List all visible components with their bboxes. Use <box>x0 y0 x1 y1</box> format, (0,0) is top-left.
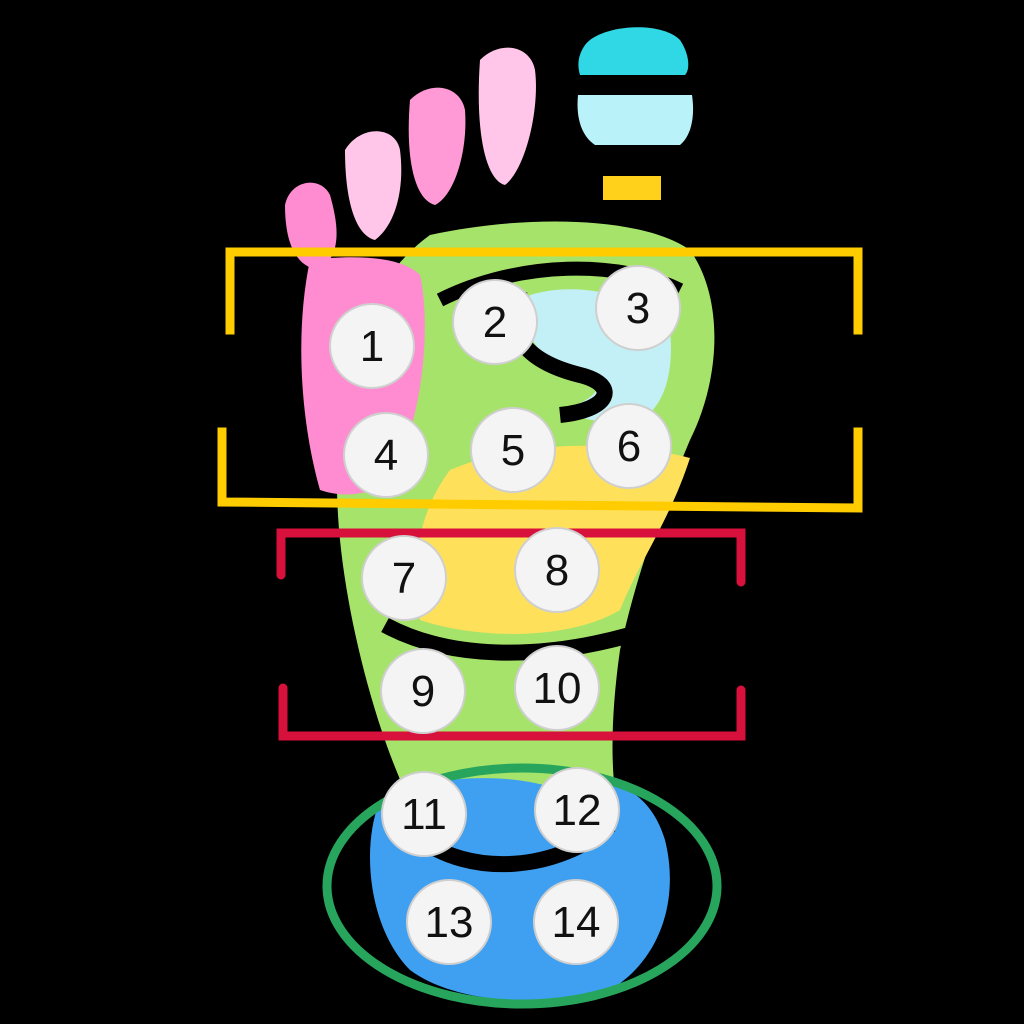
point-marker-7: 7 <box>361 535 447 621</box>
midfoot-lower-line <box>381 617 633 661</box>
point-label: 12 <box>553 786 602 835</box>
point-label: 8 <box>545 546 569 595</box>
point-circle <box>470 407 556 493</box>
point-label: 9 <box>411 667 435 716</box>
point-circle <box>533 879 619 965</box>
point-marker-8: 8 <box>514 527 600 613</box>
point-label: 5 <box>501 426 525 475</box>
point-circle <box>514 645 600 731</box>
point-label: 2 <box>483 298 507 347</box>
point-label: 11 <box>401 790 447 839</box>
point-circle <box>361 535 447 621</box>
point-circle <box>380 648 466 734</box>
point-marker-1: 1 <box>329 303 415 389</box>
point-circle <box>586 403 672 489</box>
point-marker-3: 3 <box>595 265 681 351</box>
point-marker-12: 12 <box>534 767 620 853</box>
point-circle <box>406 879 492 965</box>
heel-cap-top <box>578 27 689 75</box>
heel-cap-stem <box>603 176 661 200</box>
point-circle <box>343 412 429 498</box>
point-marker-13: 13 <box>406 879 492 965</box>
toe-3 <box>408 87 466 205</box>
point-circle <box>534 767 620 853</box>
toe-4 <box>478 47 536 185</box>
point-marker-6: 6 <box>586 403 672 489</box>
point-label: 1 <box>360 322 384 371</box>
point-marker-10: 10 <box>514 645 600 731</box>
point-marker-4: 4 <box>343 412 429 498</box>
point-marker-11: 11 <box>381 771 467 857</box>
point-marker-14: 14 <box>533 879 619 965</box>
frame-yellow <box>217 247 863 513</box>
point-label: 10 <box>533 664 582 713</box>
toe-2 <box>345 131 402 240</box>
point-label: 7 <box>392 554 416 603</box>
point-marker-5: 5 <box>470 407 556 493</box>
point-circle <box>595 265 681 351</box>
point-circle <box>452 279 538 365</box>
frame-red <box>276 528 746 741</box>
point-marker-2: 2 <box>452 279 538 365</box>
frame-green <box>322 763 722 1009</box>
point-circle <box>514 527 600 613</box>
point-circle <box>329 303 415 389</box>
point-label: 13 <box>425 898 474 947</box>
point-label: 14 <box>552 898 601 947</box>
point-label: 6 <box>617 422 641 471</box>
point-label: 3 <box>626 284 650 333</box>
point-circle <box>381 771 467 857</box>
point-label: 4 <box>374 431 398 480</box>
point-marker-9: 9 <box>380 648 466 734</box>
heel-cap-body <box>577 95 694 145</box>
